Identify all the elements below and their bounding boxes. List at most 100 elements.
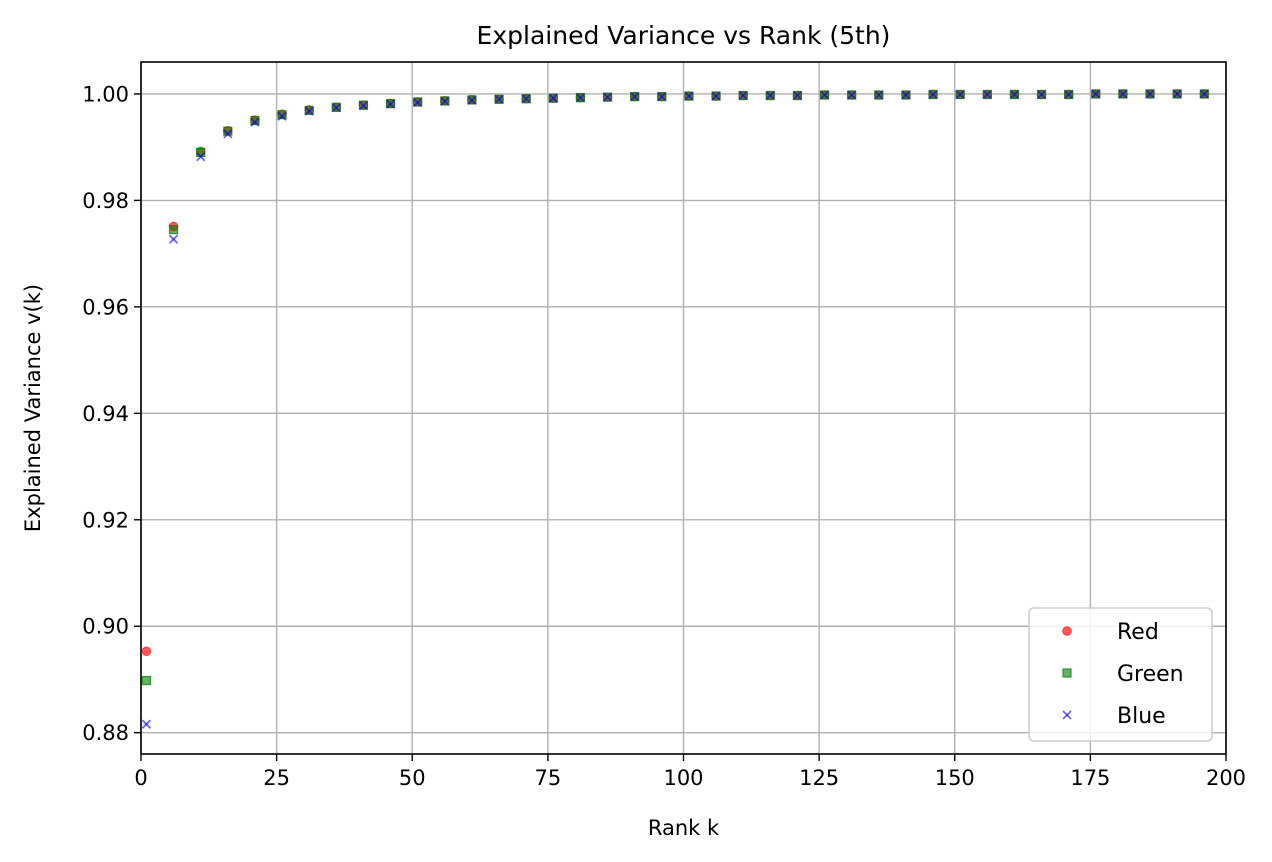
green-point	[141, 675, 152, 686]
legend-marker-green	[1062, 668, 1072, 678]
blue-point	[141, 719, 152, 729]
blue-point-stroke	[277, 111, 287, 121]
blue-point-stroke	[847, 90, 857, 100]
y-axis-label: Explained Variance v(k)	[21, 284, 45, 532]
chart-title: Explained Variance vs Rank (5th)	[477, 21, 891, 50]
blue-point-stroke	[602, 92, 613, 102]
y-tick-label: 1.00	[82, 82, 129, 106]
legend: Red Green Blue	[1028, 607, 1213, 742]
blue-point-stroke	[657, 91, 667, 102]
blue-point	[630, 91, 640, 102]
blue-point	[168, 234, 179, 244]
y-tick-label: 0.96	[82, 295, 129, 319]
blue-point-stroke	[1091, 89, 1101, 99]
blue-point-stroke	[901, 90, 911, 100]
x-tick-label: 75	[535, 766, 562, 790]
x-tick-label: 100	[663, 766, 703, 790]
blue-point-stroke	[711, 91, 721, 101]
blue-point-stroke	[440, 96, 450, 107]
legend-marker-red	[1062, 626, 1072, 636]
blue-point-stroke	[1199, 89, 1209, 99]
blue-point	[1172, 89, 1182, 99]
x-tick-label: 150	[935, 766, 975, 790]
blue-point	[928, 89, 938, 100]
blue-point	[413, 97, 423, 108]
blue-point	[467, 95, 477, 105]
blue-point	[223, 129, 233, 139]
blue-point-stroke	[928, 89, 938, 100]
blue-point	[575, 93, 586, 103]
blue-point	[792, 90, 803, 101]
blue-point	[684, 91, 694, 101]
blue-point	[494, 94, 504, 104]
blue-point	[1118, 89, 1128, 99]
x-tick-label: 50	[399, 766, 426, 790]
blue-point	[385, 99, 396, 109]
blue-point	[657, 91, 667, 102]
blue-point	[1145, 89, 1155, 99]
blue-point-stroke	[684, 91, 694, 101]
blue-point	[304, 106, 314, 116]
blue-point-stroke	[413, 97, 423, 108]
series-blue	[141, 89, 1209, 729]
blue-point	[277, 111, 287, 121]
legend-marker-blue	[1062, 710, 1072, 720]
blue-point-stroke	[1036, 89, 1047, 100]
blue-point	[521, 94, 531, 104]
blue-point	[711, 91, 721, 101]
blue-point	[196, 152, 206, 162]
green-point	[223, 126, 233, 136]
blue-point-stroke	[304, 106, 314, 116]
blue-point	[819, 90, 830, 100]
blue-point	[1036, 89, 1047, 100]
data-points	[141, 89, 1210, 729]
blue-point-stroke	[331, 103, 341, 113]
legend-box	[1028, 607, 1213, 742]
legend-label-red: Red	[1117, 620, 1159, 645]
blue-point	[602, 92, 613, 102]
blue-point-stroke	[521, 94, 531, 104]
blue-point-stroke	[358, 101, 369, 111]
blue-point-stroke	[548, 93, 558, 103]
blue-point	[874, 90, 884, 100]
blue-point-stroke	[250, 117, 260, 127]
green-point	[250, 115, 260, 126]
blue-point-stroke	[196, 152, 206, 162]
blue-point	[250, 117, 260, 127]
blue-point-stroke	[819, 90, 830, 100]
blue-point	[548, 93, 558, 103]
blue-point-stroke	[141, 719, 152, 729]
x-tick-label: 25	[263, 766, 290, 790]
blue-point-stroke	[765, 90, 775, 101]
y-tick-label: 0.88	[82, 721, 129, 745]
blue-point-stroke	[982, 89, 992, 100]
blue-point-stroke	[738, 90, 748, 101]
blue-point	[738, 90, 748, 101]
blue-point-stroke	[494, 94, 504, 104]
blue-point-stroke	[630, 91, 640, 102]
blue-point	[1064, 89, 1074, 100]
y-tick-label: 0.94	[82, 402, 129, 426]
blue-point-stroke	[168, 234, 179, 244]
blue-point-stroke	[874, 90, 884, 100]
blue-point	[1199, 89, 1209, 99]
blue-point	[440, 96, 450, 107]
y-tick-label: 0.90	[82, 615, 129, 639]
green-point	[277, 110, 287, 120]
blue-point-stroke	[223, 129, 233, 139]
legend-label-green: Green	[1117, 662, 1184, 687]
y-tick-label: 0.92	[82, 508, 129, 532]
y-tick-label: 0.98	[82, 189, 129, 213]
blue-point	[1009, 89, 1020, 100]
x-axis-label: Rank k	[648, 816, 720, 840]
x-tick-label: 0	[134, 766, 147, 790]
blue-point-stroke	[1145, 89, 1155, 99]
blue-point	[1091, 89, 1101, 99]
blue-point-stroke	[955, 89, 965, 100]
blue-point	[901, 90, 911, 100]
blue-point	[765, 90, 775, 101]
green-point	[168, 225, 179, 235]
blue-point	[358, 101, 369, 111]
green-point	[196, 147, 206, 158]
